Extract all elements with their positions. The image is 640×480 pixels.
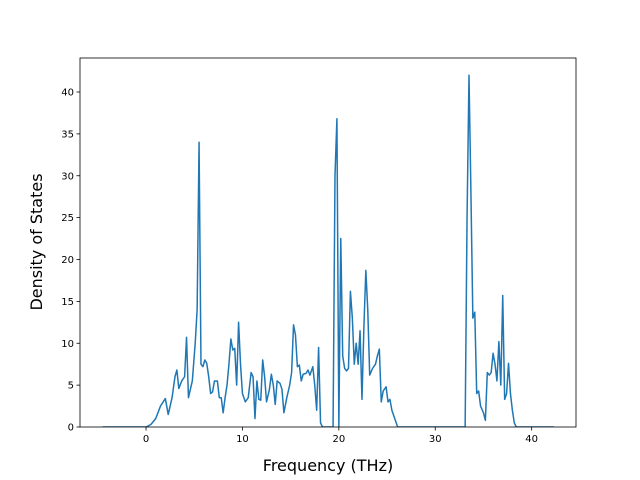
- x-axis-label: Frequency (THz): [263, 456, 393, 475]
- x-tick-label: 10: [236, 434, 249, 445]
- plot-frame: [79, 57, 577, 428]
- dos-line: [102, 74, 554, 427]
- y-tick-label: 15: [61, 297, 74, 308]
- y-tick-label: 30: [61, 171, 74, 182]
- x-tick-label: 0: [143, 434, 149, 445]
- x-tick-label: 20: [332, 434, 345, 445]
- y-tick-label: 20: [61, 255, 74, 266]
- y-tick-label: 40: [61, 88, 74, 99]
- y-tick-label: 35: [61, 129, 74, 140]
- y-axis-label: Density of States: [27, 173, 46, 310]
- y-tick-label: 5: [68, 381, 74, 392]
- x-tick-label: 40: [525, 434, 538, 445]
- y-tick-label: 10: [61, 339, 74, 350]
- y-tick-label: 25: [61, 213, 74, 224]
- y-tick-label: 0: [68, 423, 74, 434]
- x-tick-label: 30: [429, 434, 442, 445]
